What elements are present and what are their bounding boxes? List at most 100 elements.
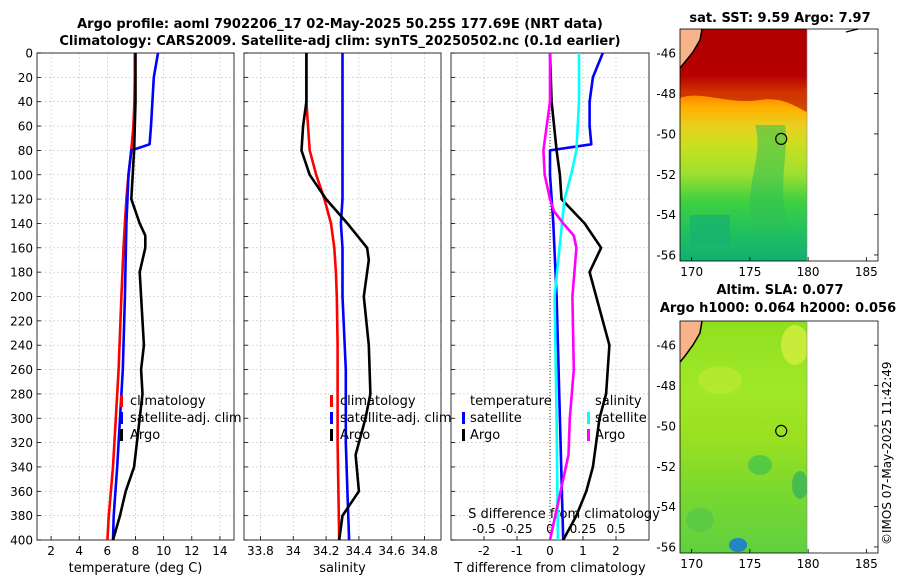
series-line-argo [300, 53, 372, 541]
y-tick-label: 220 [10, 314, 33, 328]
x-tick-label: 34.6 [378, 544, 405, 558]
map-x-tick-label: 180 [797, 557, 820, 571]
temperature-legend: climatology satellite-adj. clim Argo [120, 394, 242, 443]
x-tick-label: 14 [212, 544, 227, 558]
x-tick-label: 1 [579, 544, 587, 558]
y-tick-label: 80 [18, 144, 33, 158]
secondary-x-axis-label: S difference from climatology [468, 507, 660, 522]
x-tick-label: -2 [478, 544, 490, 558]
y-tick-label: 380 [10, 509, 33, 523]
sst-argo-marker [775, 132, 788, 145]
series-line-satellite-adj-clim [111, 52, 160, 541]
salinity-panel: 33.8 34 34.2 34.4 34.6 34.8 salinity [243, 52, 442, 576]
legend-swatch-satellite [330, 412, 333, 424]
y-tick-label: 180 [10, 266, 33, 280]
x-tick-label: 33.8 [247, 544, 274, 558]
header-line-1: Argo profile: aoml 7902206_17 02-May-202… [77, 17, 603, 32]
map-y-tick-label: -48 [656, 87, 676, 101]
legend-label-satellite: satellite-adj. clim [130, 411, 242, 426]
sla-blob [748, 455, 772, 475]
y-tick-label: 60 [18, 120, 33, 134]
y-tick-label: 240 [10, 339, 33, 353]
x-axis-label: T difference from climatology [453, 561, 646, 576]
map-y-tick-label: -52 [656, 168, 676, 182]
legend-label-argo: Argo [340, 428, 370, 443]
y-tick-label: 280 [10, 387, 33, 401]
legend-label-t-argo: Argo [470, 428, 500, 443]
header-line-2: Climatology: CARS2009. Satellite-adj cli… [59, 34, 620, 49]
legend-label-climatology: climatology [130, 394, 206, 409]
y-tick-label: 260 [10, 363, 33, 377]
series-line-salinity-argo [542, 53, 578, 541]
legend-swatch-t-argo [462, 429, 465, 441]
legend-swatch-s-satellite [587, 412, 590, 424]
sla-blob [781, 325, 807, 365]
sst-map-title: sat. SST: 9.59 Argo: 7.97 [689, 11, 870, 26]
legend-swatch-argo [120, 429, 123, 441]
sst-land [680, 29, 702, 68]
secondary-x-tick-label: -0.25 [501, 522, 532, 536]
y-tick-label: 200 [10, 290, 33, 304]
salinity-legend: climatology satellite-adj. clim Argo [330, 394, 452, 443]
x-tick-label: 34 [286, 544, 301, 558]
map-x-tick-label: 175 [738, 557, 761, 571]
y-tick-label: 300 [10, 412, 33, 426]
secondary-x-tick-label: 0.5 [606, 522, 625, 536]
map-x-tick-label: 170 [680, 265, 703, 279]
difference-legend-temperature: temperature satellite Argo [462, 394, 552, 443]
legend-swatch-climatology [120, 395, 123, 407]
series-line-climatology [305, 53, 341, 541]
map-x-tick-label: 175 [738, 265, 761, 279]
x-tick-label: 34.2 [313, 544, 340, 558]
legend-title-temperature: temperature [470, 394, 552, 409]
x-tick-label: 12 [184, 544, 199, 558]
map-y-tick-label: -54 [656, 208, 676, 222]
map-y-tick-label: -54 [656, 500, 676, 514]
map-y-tick-label: -46 [656, 47, 676, 61]
series-line-salinity-satellite [553, 53, 581, 541]
sla-blob [686, 508, 714, 532]
sla-map-title-2: Argo h1000: 0.064 h2000: 0.056 [660, 301, 896, 316]
map-x-tick-label: 180 [797, 265, 820, 279]
y-tick-label: 400 [10, 534, 33, 548]
sst-coastline [680, 29, 703, 69]
x-tick-label: 34.4 [346, 544, 373, 558]
map-y-tick-label: -50 [656, 419, 676, 433]
sla-blob [698, 366, 742, 394]
x-tick-label: -1 [511, 544, 523, 558]
y-tick-label: 360 [10, 485, 33, 499]
y-tick-label: 160 [10, 241, 33, 255]
series-line-temperature-satellite [548, 52, 605, 541]
legend-swatch-satellite [120, 412, 123, 424]
legend-label-t-satellite: satellite [470, 411, 522, 426]
y-tick-label: 40 [18, 95, 33, 109]
legend-label-satellite: satellite-adj. clim [340, 411, 452, 426]
series-line-temperature-argo [548, 52, 611, 541]
x-tick-label: 2 [47, 544, 55, 558]
legend-swatch-s-argo [587, 429, 590, 441]
map-y-tick-label: -50 [656, 127, 676, 141]
x-tick-label: 0 [546, 544, 554, 558]
x-tick-label: 2 [612, 544, 620, 558]
legend-label-s-satellite: satellite [595, 411, 647, 426]
map-y-tick-label: -52 [656, 460, 676, 474]
timestamp: ©IMOS 07-May-2025 11:42:49 [880, 361, 894, 545]
legend-label-s-argo: Argo [595, 428, 625, 443]
sla-field [680, 321, 807, 553]
map-x-tick-label: 185 [855, 265, 878, 279]
map-y-tick-label: -56 [656, 248, 676, 262]
sla-land [680, 321, 702, 362]
x-tick-label: 4 [75, 544, 83, 558]
map-y-tick-label: -48 [656, 379, 676, 393]
sla-argo-marker [775, 424, 788, 437]
sla-map: Altim. SLA: 0.077 Argo h1000: 0.064 h200… [656, 283, 896, 571]
map-y-tick-label: -56 [656, 540, 676, 554]
x-tick-label: 10 [156, 544, 171, 558]
legend-label-climatology: climatology [340, 394, 416, 409]
map-x-tick-label: 170 [680, 557, 703, 571]
x-axis-label: salinity [319, 561, 366, 576]
map-y-tick-label: -46 [656, 339, 676, 353]
sst-coastline-outside [845, 28, 859, 33]
sst-tongue [750, 125, 790, 230]
